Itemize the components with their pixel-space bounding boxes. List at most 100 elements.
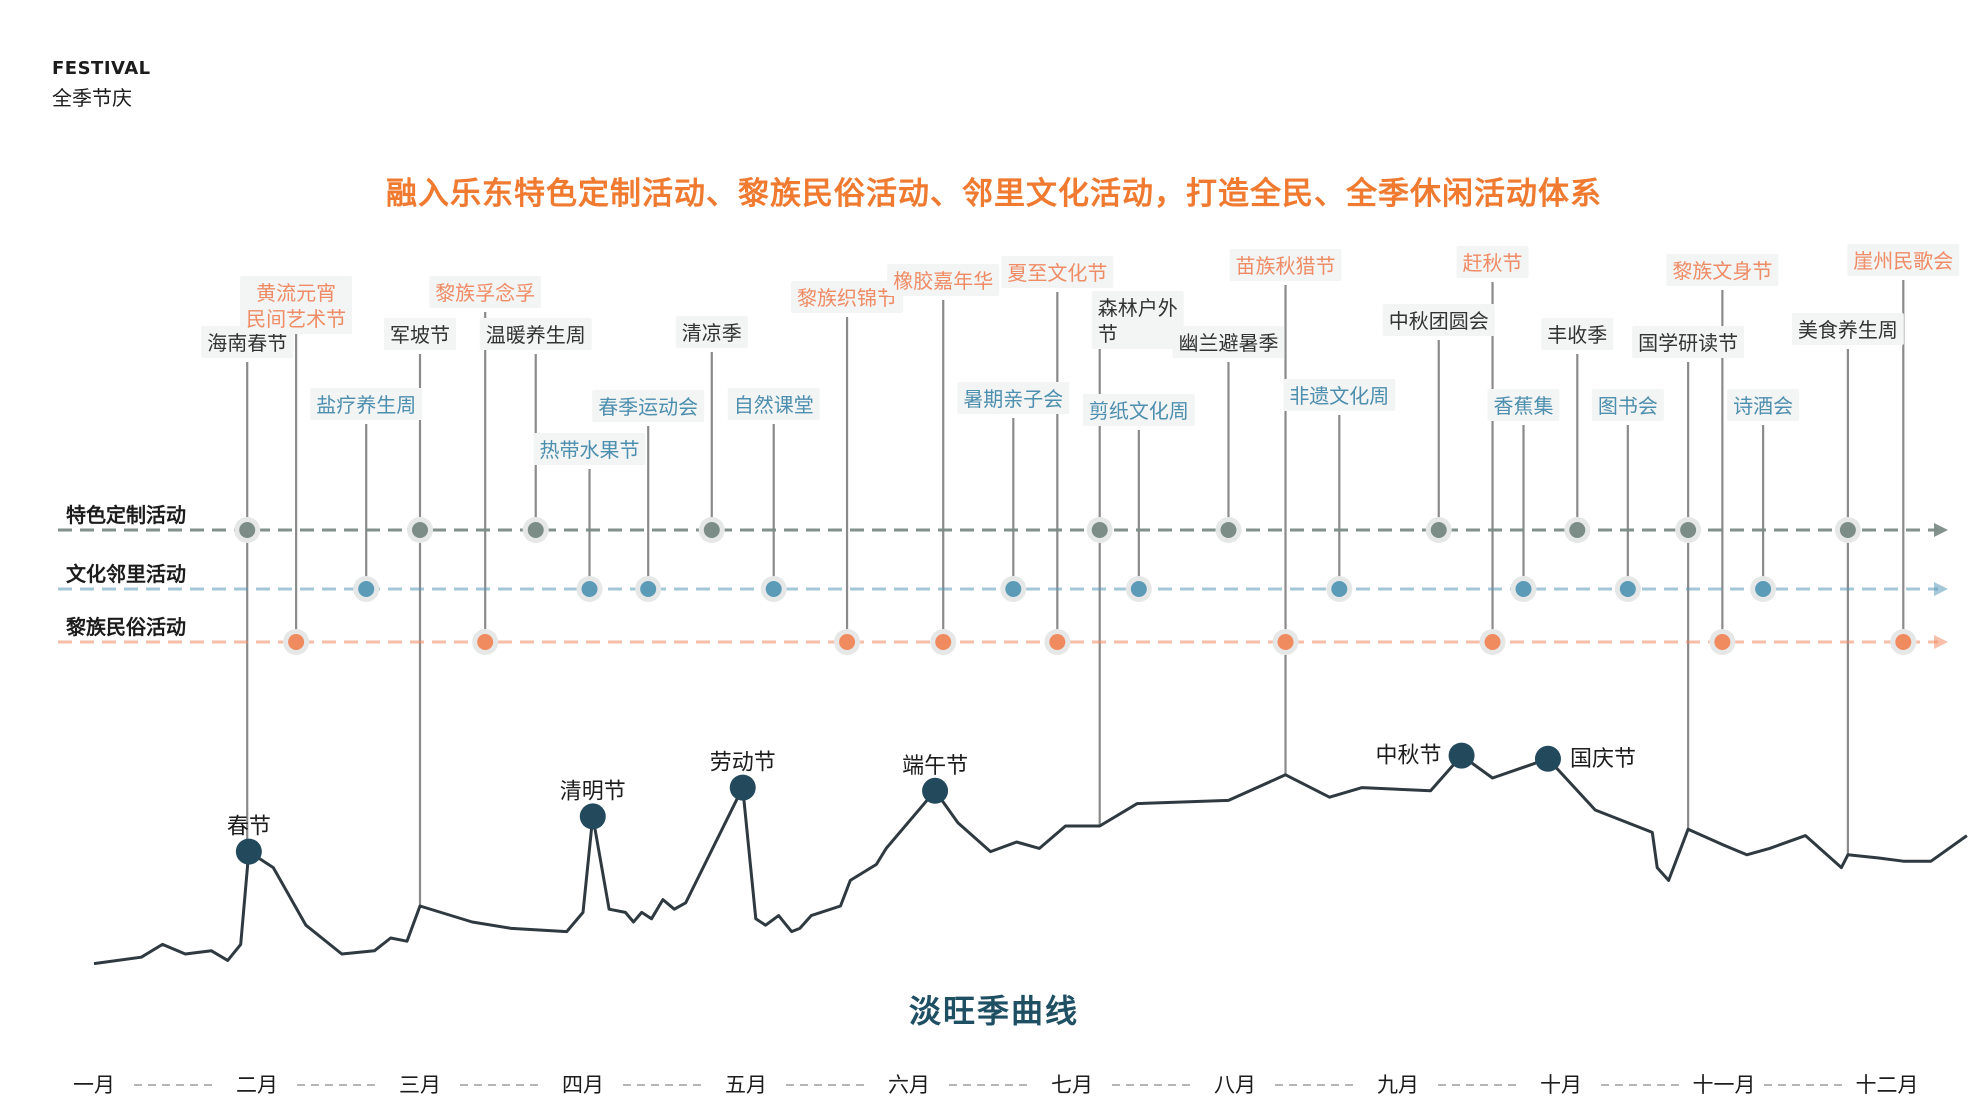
- activity-label-bg: [592, 390, 705, 422]
- holiday-marker: 劳动节: [710, 751, 776, 801]
- activity-featured: 美食养生周: [1791, 313, 1904, 543]
- activity-culture: 非遗文化周: [1283, 379, 1396, 602]
- activity-label-bg: [727, 388, 820, 420]
- activity-culture: 盐疗养生周: [310, 388, 423, 602]
- activity-dot: [477, 634, 494, 650]
- activity-label-bg: [1591, 389, 1664, 421]
- holiday-label: 端午节: [902, 754, 968, 779]
- activity-label-bg: [310, 388, 423, 420]
- activity-label-bg: [1727, 389, 1800, 421]
- activity-label: 丰收季: [1547, 323, 1607, 347]
- holiday-dot: [729, 774, 756, 801]
- activity-label: 美食养生周: [1798, 318, 1898, 342]
- activity-label-bg: [887, 264, 1000, 296]
- month-label: 七月: [1051, 1073, 1093, 1097]
- holiday-dot: [1448, 742, 1475, 769]
- activity-dot: [1680, 522, 1697, 538]
- activity-culture: 暑期亲子会: [957, 382, 1070, 602]
- activity-label-bg: [533, 433, 646, 465]
- holiday-marker: 端午节: [902, 754, 968, 804]
- activity-label-bg: [1456, 246, 1529, 278]
- activity-label: 黎族文身节: [1672, 259, 1772, 283]
- activity-featured: 丰收季: [1541, 318, 1614, 543]
- activity-dot: [239, 522, 256, 538]
- activity-dot: [288, 634, 305, 650]
- activity-label-bg: [1382, 304, 1495, 336]
- activity-dot: [1569, 522, 1586, 538]
- activity-dot: [1049, 634, 1066, 650]
- activity-folk: 赶秋节: [1456, 246, 1529, 655]
- month-label: 十月: [1540, 1073, 1582, 1097]
- activity-label: 黎族织锦节: [797, 286, 897, 310]
- holiday-dot: [579, 803, 606, 830]
- activity-label-bg: [429, 276, 542, 308]
- activity-dot: [1895, 634, 1912, 650]
- season-curve: [93, 754, 1968, 966]
- activity-featured: 幽兰避暑季: [1172, 326, 1285, 543]
- holiday-dot: [1534, 745, 1561, 772]
- activity-label: 国学研读节: [1638, 331, 1738, 355]
- activity-folk: 苗族秋猎节: [1229, 249, 1342, 655]
- activity-culture: 诗酒会: [1727, 389, 1800, 602]
- activity-label: 诗酒会: [1733, 394, 1793, 418]
- activity-folk: 黎族文身节: [1666, 254, 1779, 655]
- activity-dot: [1130, 581, 1147, 597]
- activity-label-bg: [1632, 326, 1745, 358]
- activity-label: 黄流元宵: [256, 281, 336, 305]
- activity-label-bg: [1847, 244, 1960, 276]
- activity-featured: 国学研读节: [1632, 326, 1745, 543]
- activity-featured: 中秋团圆会: [1382, 304, 1495, 543]
- activity-folk: 崖州民歌会: [1847, 244, 1960, 655]
- activity-culture: 春季运动会: [592, 390, 705, 602]
- activity-label: 暑期亲子会: [963, 387, 1063, 411]
- activity-dot: [1619, 581, 1636, 597]
- activity-featured: 温暖养生周: [479, 318, 592, 543]
- holiday-label: 清明节: [560, 779, 626, 804]
- activity-label: 温暖养生周: [486, 323, 586, 347]
- activity-label-bg: [384, 318, 456, 350]
- corner-title-zh: 全季节庆: [52, 86, 132, 110]
- month-label: 三月: [399, 1073, 441, 1097]
- activity-label: 森林户外: [1098, 296, 1178, 320]
- activity-label: 图书会: [1598, 394, 1658, 418]
- activity-label-bg: [957, 382, 1070, 414]
- activity-culture: 热带水果节: [533, 433, 646, 602]
- activity-folk: 橡胶嘉年华: [887, 264, 1000, 655]
- activity-label: 苗族秋猎节: [1236, 254, 1336, 278]
- activity-dot: [527, 522, 544, 538]
- activity-label: 军坡节: [390, 323, 450, 347]
- activity-label-bg: [1791, 313, 1904, 345]
- activity-dot: [581, 581, 598, 597]
- activity-label: 节: [1098, 322, 1118, 346]
- month-label: 九月: [1377, 1073, 1419, 1097]
- month-label: 十一月: [1693, 1073, 1756, 1097]
- activity-label: 非遗文化周: [1289, 384, 1389, 408]
- holiday-label: 劳动节: [710, 751, 776, 776]
- activity-label-bg: [479, 318, 592, 350]
- activity-label-bg: [1283, 379, 1396, 411]
- activity-dot: [412, 522, 428, 538]
- track-arrow-folk: [1934, 635, 1948, 649]
- activity-folk: 黎族织锦节: [791, 281, 904, 655]
- activity-folk: 黎族孚念孚: [429, 276, 542, 655]
- activity-label: 春季运动会: [598, 395, 698, 419]
- activity-label: 海南春节: [207, 331, 287, 355]
- activity-dot: [358, 581, 375, 597]
- activity-culture: 香蕉集: [1487, 389, 1560, 602]
- corner-title-en: FESTIVAL: [52, 58, 151, 79]
- month-label: 一月: [73, 1073, 115, 1097]
- activity-label-bg: [240, 276, 353, 334]
- activity-dot: [1220, 522, 1237, 538]
- track-arrow-culture: [1934, 582, 1948, 596]
- activity-dot: [1091, 522, 1108, 538]
- activity-label: 崖州民歌会: [1853, 249, 1953, 273]
- activity-dot: [1484, 634, 1501, 650]
- activity-dot: [640, 581, 657, 597]
- activity-dot: [935, 634, 952, 650]
- activity-label-bg: [791, 281, 904, 313]
- activity-dot: [1755, 581, 1772, 597]
- holiday-dot: [922, 777, 949, 804]
